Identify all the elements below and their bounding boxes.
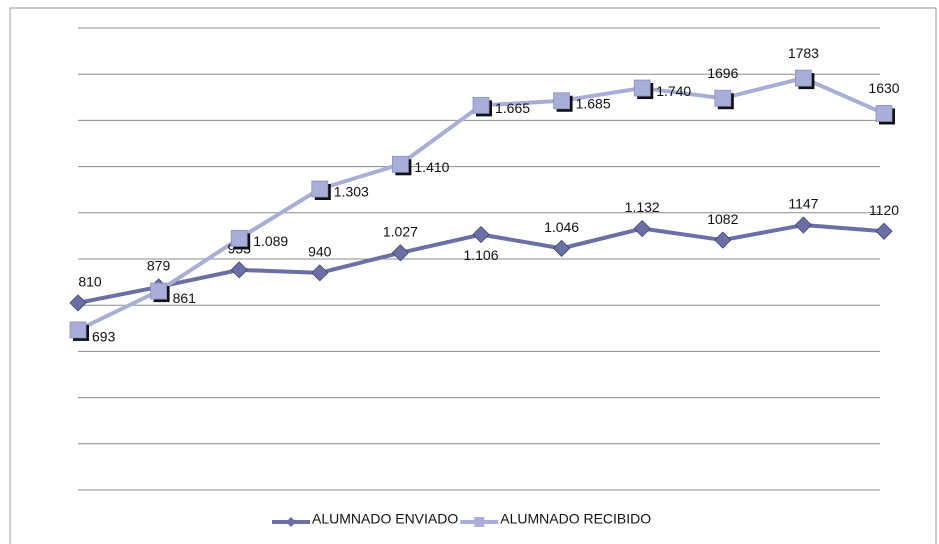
point-marker bbox=[714, 231, 732, 249]
data-label: 1.303 bbox=[334, 184, 369, 200]
point-marker bbox=[230, 261, 248, 279]
data-label: 879 bbox=[147, 258, 171, 274]
data-label: 1.046 bbox=[544, 219, 579, 235]
point-marker bbox=[633, 219, 651, 238]
point-marker bbox=[391, 244, 409, 262]
legend-marker bbox=[474, 517, 485, 527]
point-marker bbox=[875, 222, 893, 240]
data-label: 1082 bbox=[707, 211, 738, 227]
data-label: 1147 bbox=[788, 196, 818, 212]
point-marker bbox=[69, 321, 87, 339]
point-marker bbox=[553, 239, 571, 257]
chart-frame bbox=[9, 7, 937, 544]
point-marker bbox=[150, 282, 168, 300]
point-marker bbox=[714, 89, 732, 107]
data-label: 1.132 bbox=[625, 199, 660, 215]
legend-label: ALUMNADO RECIBIDO bbox=[500, 511, 651, 527]
data-label: 1.410 bbox=[414, 159, 449, 175]
data-label: 861 bbox=[173, 290, 197, 306]
point-marker bbox=[391, 155, 409, 173]
data-label: 1696 bbox=[707, 65, 738, 81]
point-marker bbox=[795, 69, 812, 87]
data-label: 1.089 bbox=[253, 233, 288, 249]
point-marker bbox=[794, 216, 812, 234]
data-label: 1.027 bbox=[383, 223, 418, 239]
point-marker bbox=[69, 294, 87, 312]
legend-marker bbox=[286, 517, 296, 527]
point-marker bbox=[311, 180, 329, 198]
legend-label: ALUMNADO ENVIADO bbox=[312, 511, 458, 527]
data-label: 1.106 bbox=[463, 247, 498, 263]
data-label: 1.665 bbox=[495, 100, 530, 116]
point-marker bbox=[230, 230, 248, 247]
data-label: 1120 bbox=[869, 202, 899, 218]
point-marker bbox=[875, 105, 893, 122]
point-marker bbox=[311, 264, 329, 282]
data-label: 693 bbox=[92, 329, 116, 345]
data-label: 810 bbox=[78, 274, 102, 290]
point-marker bbox=[472, 96, 490, 114]
point-marker bbox=[472, 225, 490, 244]
data-label: 940 bbox=[308, 244, 332, 260]
point-marker bbox=[633, 79, 651, 97]
point-marker bbox=[553, 92, 570, 110]
data-label: 1.740 bbox=[656, 83, 691, 99]
data-label: 1.685 bbox=[576, 95, 611, 111]
data-label: 1630 bbox=[868, 80, 899, 96]
data-label: 1783 bbox=[788, 45, 819, 61]
